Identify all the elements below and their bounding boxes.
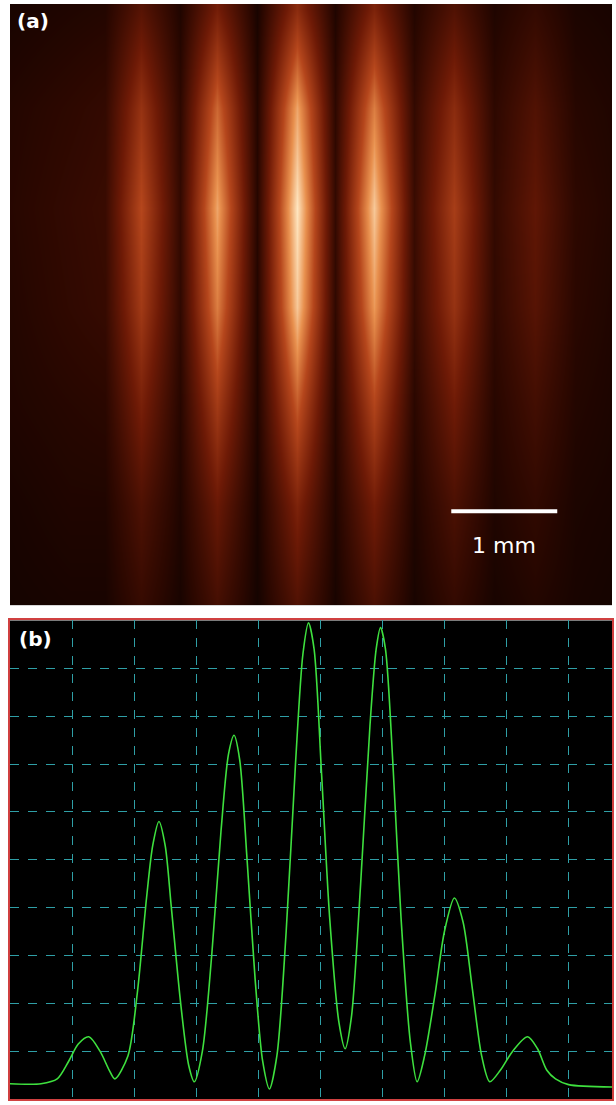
svg-text:1 mm: 1 mm — [472, 533, 536, 558]
svg-text:(b): (b) — [19, 627, 52, 651]
svg-text:(a): (a) — [17, 9, 49, 33]
